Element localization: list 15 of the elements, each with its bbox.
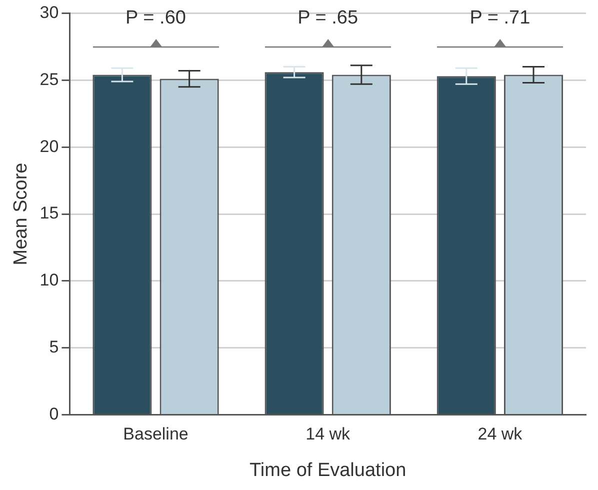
annotation: P = .65 <box>298 7 358 28</box>
y-tick-label: 10 <box>40 270 59 290</box>
annotation: P = .60 <box>126 7 186 28</box>
y-tick-label: 25 <box>40 70 59 89</box>
y-axis-title: Mean Score <box>10 162 32 266</box>
x-tick-label: Baseline <box>123 424 188 444</box>
y-tick-label: 0 <box>49 404 59 424</box>
x-tick-label: 24 wk <box>478 424 523 444</box>
annotation: P = .71 <box>470 7 530 28</box>
x-axis-title: Time of Evaluation <box>250 460 406 481</box>
x-tick-label: 14 wk <box>306 424 351 444</box>
y-tick-label: 5 <box>49 338 59 357</box>
y-tick-label: 15 <box>40 204 59 223</box>
y-tick-label: 30 <box>40 2 59 22</box>
y-tick-label: 20 <box>40 136 59 156</box>
